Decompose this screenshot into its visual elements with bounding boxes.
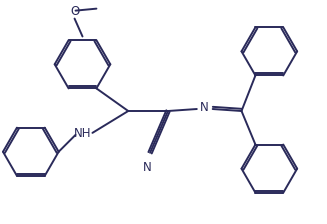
Text: NH: NH [74,127,91,140]
Text: N: N [200,101,209,114]
Text: O: O [70,4,79,18]
Text: N: N [143,161,151,174]
